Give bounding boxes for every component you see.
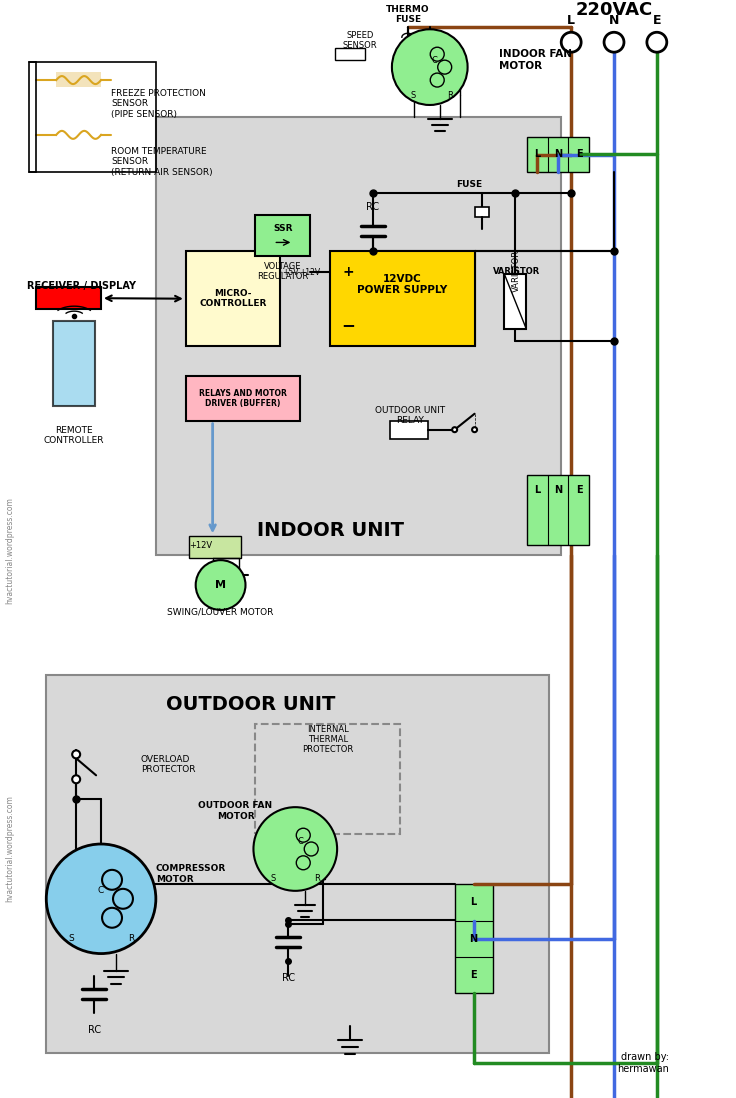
Text: L: L (567, 14, 576, 26)
Bar (330, 251, 475, 346)
Bar (188, 536, 241, 558)
Text: OUTDOOR UNIT
RELAY: OUTDOOR UNIT RELAY (375, 406, 445, 425)
Text: VARISTOR: VARISTOR (512, 250, 521, 292)
Text: L: L (470, 897, 477, 907)
Circle shape (72, 775, 80, 783)
Bar (185, 251, 280, 346)
Text: OUTDOOR FAN
MOTOR: OUTDOOR FAN MOTOR (199, 802, 272, 821)
Text: 12VDC
POWER SUPPLY: 12VDC POWER SUPPLY (357, 273, 447, 295)
Circle shape (472, 427, 477, 433)
Text: N: N (554, 149, 562, 159)
Text: S: S (410, 90, 415, 100)
Bar (29, 63, 156, 171)
Bar (36, 288, 101, 310)
Text: SPEED
SENSOR: SPEED SENSOR (343, 31, 378, 49)
Bar (156, 116, 562, 556)
Circle shape (72, 750, 80, 759)
Text: hvactutorial.wordpress.com: hvactutorial.wordpress.com (5, 496, 14, 604)
Bar (455, 884, 492, 994)
Text: R: R (447, 90, 453, 100)
Text: +12V: +12V (189, 540, 212, 550)
Text: RC: RC (282, 974, 295, 984)
Text: L: L (534, 485, 540, 495)
Text: +: + (342, 266, 354, 279)
Text: drawn by:
hermawan: drawn by: hermawan (617, 1052, 669, 1074)
Text: THERMO
FUSE: THERMO FUSE (386, 4, 430, 24)
Circle shape (647, 32, 667, 53)
Text: E: E (470, 971, 477, 981)
Text: −: − (342, 316, 355, 334)
Circle shape (392, 30, 467, 105)
Text: C: C (98, 886, 105, 895)
Text: E: E (653, 14, 661, 26)
Text: +12V: +12V (300, 268, 321, 277)
Circle shape (562, 32, 581, 53)
Bar (528, 475, 589, 546)
Bar (475, 206, 489, 216)
Bar (335, 48, 365, 60)
Text: S: S (271, 874, 276, 884)
Text: OVERLOAD
PROTECTOR: OVERLOAD PROTECTOR (141, 754, 196, 774)
Circle shape (253, 807, 337, 890)
Text: VARISTOR: VARISTOR (493, 267, 540, 276)
Circle shape (452, 427, 457, 433)
Bar (528, 137, 589, 171)
Text: INDOOR UNIT: INDOOR UNIT (257, 520, 403, 540)
Text: hvactutorial.wordpress.com: hvactutorial.wordpress.com (5, 796, 14, 903)
Bar (255, 725, 400, 834)
Text: E: E (576, 485, 582, 495)
Text: SWING/LOUVER MOTOR: SWING/LOUVER MOTOR (167, 607, 274, 616)
Text: N: N (554, 485, 562, 495)
Bar (56, 72, 101, 87)
Text: C: C (432, 56, 438, 65)
Bar (255, 214, 311, 256)
Text: S: S (68, 934, 74, 943)
Text: R: R (128, 934, 134, 943)
Text: REMOTE
CONTROLLER: REMOTE CONTROLLER (44, 426, 105, 446)
Text: C: C (297, 837, 303, 845)
Text: INDOOR FAN
MOTOR: INDOOR FAN MOTOR (500, 49, 573, 71)
Text: INTERNAL
THERMAL
PROTECTOR: INTERNAL THERMAL PROTECTOR (302, 725, 353, 754)
Text: COMPRESSOR
MOTOR: COMPRESSOR MOTOR (156, 864, 226, 884)
Bar (46, 674, 549, 1053)
Circle shape (604, 32, 624, 53)
Bar (504, 274, 526, 329)
Text: RC: RC (88, 1026, 101, 1035)
Text: RC: RC (367, 202, 380, 212)
Text: ROOM TEMPERATURE
SENSOR
(RETURN AIR SENSOR): ROOM TEMPERATURE SENSOR (RETURN AIR SENS… (111, 147, 213, 177)
Text: E: E (576, 149, 582, 159)
Text: OUTDOOR UNIT: OUTDOOR UNIT (166, 695, 335, 714)
Text: MICRO-
CONTROLLER: MICRO- CONTROLLER (199, 289, 266, 309)
Circle shape (196, 560, 246, 610)
Bar (53, 321, 95, 406)
Text: VOLTAGE
REGULATOR: VOLTAGE REGULATOR (257, 261, 308, 281)
Text: +5V: +5V (282, 268, 299, 277)
Text: L: L (534, 149, 540, 159)
Text: RELAYS AND MOTOR
DRIVER (BUFFER): RELAYS AND MOTOR DRIVER (BUFFER) (199, 389, 287, 408)
Text: FUSE: FUSE (456, 180, 483, 189)
Bar (390, 421, 428, 438)
Text: FREEZE PROTECTION
SENSOR
(PIPE SENSOR): FREEZE PROTECTION SENSOR (PIPE SENSOR) (111, 89, 206, 119)
Text: RECEIVER / DISPLAY: RECEIVER / DISPLAY (26, 281, 135, 291)
Text: M: M (215, 580, 226, 590)
Text: 220VAC: 220VAC (576, 1, 653, 20)
Text: SSR: SSR (273, 224, 293, 233)
Text: N: N (609, 14, 619, 26)
Circle shape (46, 844, 156, 953)
Text: R: R (314, 874, 320, 884)
Bar (185, 376, 300, 421)
Text: N: N (470, 933, 478, 943)
